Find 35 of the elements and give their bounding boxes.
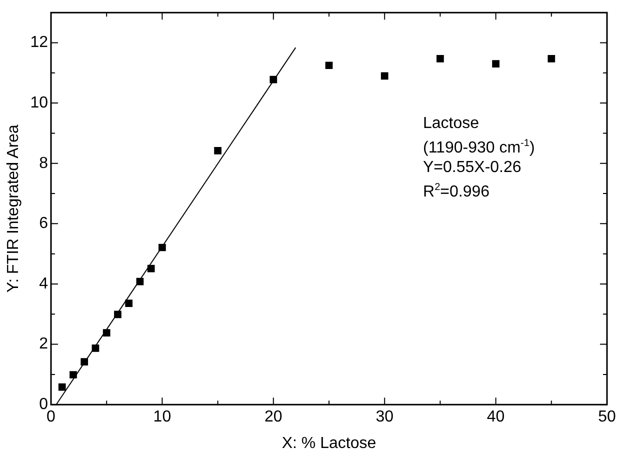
point (158, 244, 166, 252)
point (380, 72, 388, 80)
point (114, 310, 122, 318)
point (147, 264, 155, 272)
point (80, 358, 88, 366)
x-tick-label: 50 (598, 408, 616, 426)
x-axis-title: X: % Lactose (282, 434, 376, 452)
point (102, 329, 110, 337)
point (58, 383, 66, 391)
y-tick-label: 2 (39, 336, 48, 353)
point (325, 62, 333, 70)
annotation: (1190-930 cm$^{-1}$) (423, 137, 535, 158)
point (214, 147, 222, 154)
y-axis-title: Y: FTIR Integrated Area (5, 124, 22, 293)
annotation: Lactose (423, 114, 480, 134)
y-tick-label: 12 (30, 34, 48, 52)
point (70, 371, 77, 378)
y-tick-label: 10 (30, 94, 48, 112)
y-tick-label: 0 (39, 396, 48, 414)
x-tick-label: 20 (264, 408, 282, 426)
point (436, 55, 444, 62)
point (270, 76, 278, 84)
point (92, 344, 100, 352)
point (136, 278, 144, 286)
annotation: R$^{2}$=0.996 (423, 181, 491, 203)
point (492, 60, 500, 68)
point (548, 55, 556, 62)
annotation: Y=0.55X-0.26 (423, 158, 522, 178)
x-tick-label: 30 (376, 408, 394, 426)
y-tick-label: 8 (39, 154, 48, 172)
x-tick-label: 10 (153, 408, 172, 426)
x-tick-label: 40 (486, 408, 505, 426)
y-tick-label: 4 (39, 275, 48, 292)
point (125, 300, 133, 307)
y-tick-label: 6 (39, 215, 48, 232)
